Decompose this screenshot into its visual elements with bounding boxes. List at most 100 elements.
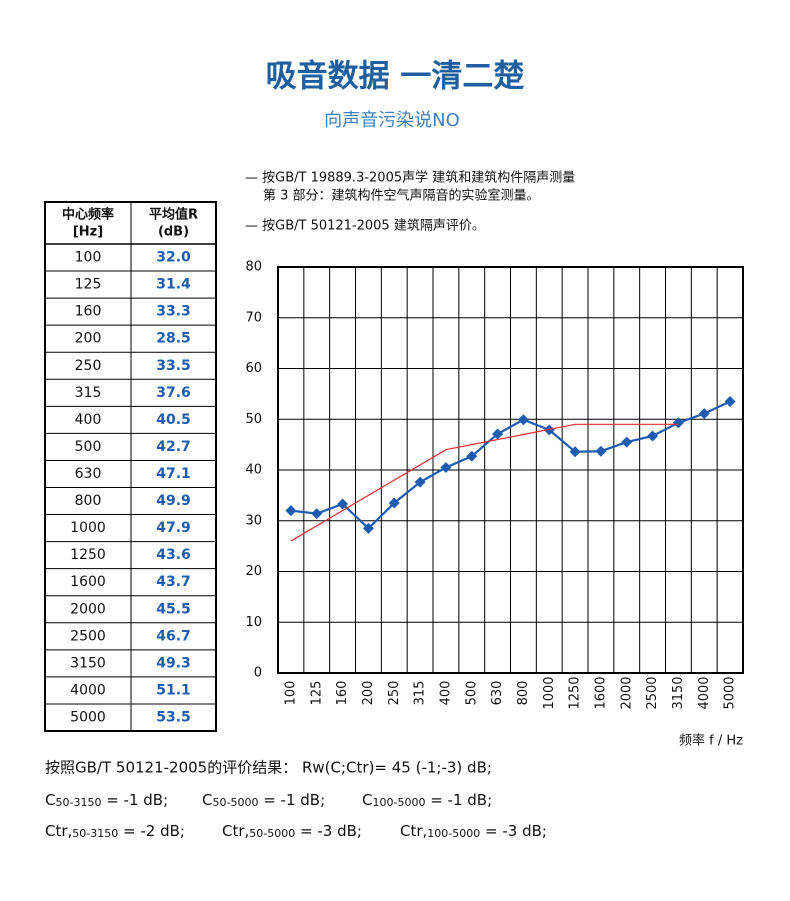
x-tick-label: 630 — [490, 681, 505, 706]
data-point — [595, 445, 607, 457]
y-tick-label: 40 — [245, 463, 262, 478]
result-sub: 50-5000 — [212, 796, 258, 809]
x-tick-label: 3150 — [671, 676, 686, 709]
x-tick-label: 2500 — [645, 676, 660, 709]
table-cell: 31.4 — [156, 277, 191, 293]
x-tick-label: 500 — [464, 681, 479, 706]
subtitle: 向声音污染说NO — [324, 110, 460, 131]
table-cell: 4000 — [70, 682, 106, 698]
table-cell: 160 — [75, 304, 102, 320]
x-tick-label: 100 — [283, 681, 298, 706]
result-symbol: Ctr, — [400, 822, 427, 840]
table-cell: 37.6 — [156, 385, 191, 401]
result-value: = -1 dB; — [425, 791, 492, 809]
table-cell: 2000 — [70, 601, 106, 617]
series-line — [290, 423, 679, 542]
table-cell: 40.5 — [156, 412, 191, 428]
result-value: = -3 dB; — [295, 822, 362, 840]
data-point — [362, 522, 374, 534]
result-symbol: C — [45, 791, 55, 809]
result-sub: 50-3150 — [55, 796, 101, 809]
table-cell: 43.7 — [156, 574, 191, 590]
y-tick-label: 0 — [254, 666, 262, 681]
table-cell: 46.7 — [156, 628, 191, 644]
result-value: = -1 dB; — [101, 791, 168, 809]
table-cell: 28.5 — [156, 331, 191, 347]
table-cell: 53.5 — [156, 709, 191, 725]
table-cell: 1600 — [70, 574, 106, 590]
result-sub: 100-5000 — [372, 796, 425, 809]
x-tick-label: 1000 — [542, 676, 557, 709]
x-tick-label: 250 — [387, 681, 402, 706]
data-point — [414, 476, 426, 488]
data-point — [311, 508, 323, 520]
result-value: = -1 dB; — [258, 791, 325, 809]
y-tick-label: 50 — [245, 412, 262, 427]
table-cell: 500 — [75, 439, 102, 455]
result-sub: 100-5000 — [427, 827, 480, 840]
x-tick-label: 2000 — [619, 676, 634, 709]
table-header: (dB) — [158, 225, 189, 240]
x-tick-label: 160 — [335, 681, 350, 706]
result-value: = -2 dB; — [118, 822, 185, 840]
data-point — [621, 436, 633, 448]
data-point — [517, 414, 529, 426]
table-cell: 47.9 — [156, 520, 191, 536]
table-cell: 47.1 — [156, 466, 191, 482]
table-header: [Hz] — [73, 225, 103, 240]
table-header: 平均值R — [149, 207, 198, 223]
data-point — [492, 428, 504, 440]
table-cell: 43.6 — [156, 547, 191, 563]
data-point — [440, 461, 452, 473]
x-tick-label: 200 — [361, 681, 376, 706]
result: Ctr,50-3150 = -2 dB; — [45, 822, 185, 841]
table-cell: 32.0 — [156, 250, 191, 266]
result: 按照GB/T 50121-2005的评价结果： Rw(C;Ctr)= 45 (-… — [45, 759, 492, 777]
data-point — [672, 417, 684, 429]
table-cell: 100 — [75, 250, 102, 266]
x-tick-label: 4000 — [697, 676, 712, 709]
result-value: = -3 dB; — [480, 822, 547, 840]
y-tick-label: 70 — [245, 310, 262, 325]
y-tick-label: 60 — [245, 361, 262, 376]
plot-frame — [277, 266, 744, 674]
note: — 按GB/T 19889.3-2005声学 建筑和建筑构件隔声测量 — [245, 170, 575, 186]
result-sub: 50-3150 — [72, 827, 118, 840]
table-border — [44, 201, 217, 732]
table-cell: 49.9 — [156, 493, 191, 509]
title: 吸音数据 一清二楚 — [266, 59, 525, 95]
result: C100-5000 = -1 dB; — [362, 791, 492, 810]
y-tick-label: 80 — [245, 260, 262, 275]
data-point — [569, 446, 581, 458]
data-point — [337, 498, 349, 510]
x-tick-label: 400 — [438, 681, 453, 706]
data-point — [724, 395, 736, 407]
table-cell: 45.5 — [156, 601, 191, 617]
table-cell: 1250 — [70, 547, 106, 563]
note: 第 3 部分：建筑构件空气声隔音的实验室测量。 — [263, 188, 540, 204]
table-cell: 33.3 — [156, 304, 191, 320]
y-tick-label: 30 — [245, 513, 262, 528]
result: C50-5000 = -1 dB; — [202, 791, 325, 810]
table-cell: 1000 — [70, 520, 106, 536]
table-cell: 800 — [75, 493, 102, 509]
data-point — [285, 505, 297, 517]
result-symbol: C — [362, 791, 372, 809]
data-point — [647, 430, 659, 442]
y-tick-label: 10 — [245, 615, 262, 630]
table-cell: 42.7 — [156, 439, 191, 455]
table-cell: 200 — [75, 331, 102, 347]
table-cell: 630 — [75, 466, 102, 482]
table-cell: 33.5 — [156, 358, 191, 374]
table-header: 中心频率 — [62, 207, 114, 223]
x-tick-label: 1600 — [593, 676, 608, 709]
x-tick-label: 125 — [309, 681, 324, 706]
x-axis-label: 频率 f / Hz — [679, 733, 743, 749]
table-cell: 49.3 — [156, 655, 191, 671]
result: C50-3150 = -1 dB; — [45, 791, 168, 810]
data-point — [466, 450, 478, 462]
result-symbol: C — [202, 791, 212, 809]
table-cell: 51.1 — [156, 682, 191, 698]
y-tick-label: 20 — [245, 564, 262, 579]
